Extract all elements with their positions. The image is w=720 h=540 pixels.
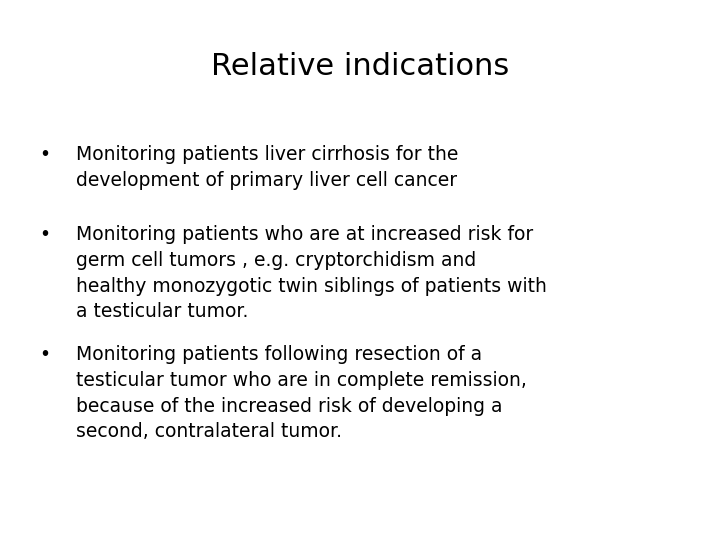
Text: Monitoring patients who are at increased risk for
germ cell tumors , e.g. crypto: Monitoring patients who are at increased…: [76, 225, 546, 321]
Text: •: •: [40, 345, 50, 364]
Text: Relative indications: Relative indications: [211, 52, 509, 81]
Text: •: •: [40, 145, 50, 164]
Text: Monitoring patients following resection of a
testicular tumor who are in complet: Monitoring patients following resection …: [76, 345, 526, 441]
Text: •: •: [40, 225, 50, 244]
Text: Monitoring patients liver cirrhosis for the
development of primary liver cell ca: Monitoring patients liver cirrhosis for …: [76, 145, 458, 190]
